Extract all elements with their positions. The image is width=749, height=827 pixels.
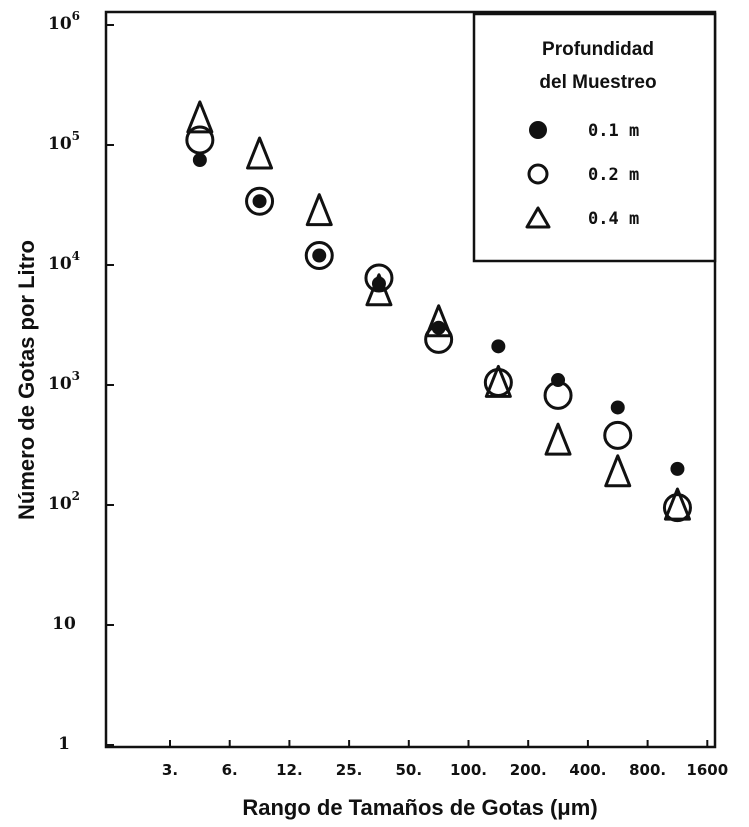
y-tick-label: 105	[48, 129, 80, 154]
legend-marker-filled-circle	[529, 121, 547, 139]
data-point-open-circle	[662, 493, 692, 523]
y-tick-label: 10	[52, 614, 76, 634]
data-point-filled-circle	[371, 276, 386, 291]
y-tick-label: 1	[58, 734, 70, 754]
data-point-filled-circle	[610, 400, 625, 415]
legend-marker-open-circle	[527, 163, 549, 185]
data-point-filled-circle	[670, 461, 685, 476]
x-tick-label: 100.	[450, 761, 487, 779]
legend-marker-open-triangle	[525, 206, 551, 229]
y-axis: 1 10 102 103 104 105 106	[48, 9, 114, 754]
y-tick-label: 106	[48, 9, 80, 34]
data-point-open-triangle	[246, 136, 274, 170]
legend-box	[472, 12, 717, 263]
legend-label: 0.2 m	[588, 165, 639, 185]
x-tick-label: 25.	[336, 761, 363, 779]
plot-area-frame	[104, 10, 717, 749]
y-axis-label: Número de Gotas por Litro	[14, 240, 39, 520]
x-tick-label: 800.	[629, 761, 666, 779]
data-point-open-triangle	[544, 422, 572, 456]
x-tick-label: 1600	[686, 761, 728, 779]
data-point-open-triangle	[305, 193, 333, 227]
x-axis-label: Rango de Tamaños de Gotas (μm)	[242, 795, 597, 820]
series-filled-circle	[192, 152, 685, 476]
data-point-open-triangle	[425, 304, 453, 338]
data-marks	[185, 100, 692, 523]
data-point-open-circle	[483, 367, 513, 397]
data-point-open-triangle	[604, 454, 632, 488]
legend-items: 0.1 m 0.2 m 0.4 m	[525, 121, 639, 229]
data-point-open-triangle	[186, 100, 214, 134]
data-point-filled-circle	[252, 194, 267, 209]
y-tick-label: 103	[48, 369, 80, 394]
x-tick-label: 50.	[396, 761, 423, 779]
data-point-open-circle	[603, 420, 633, 450]
data-point-open-circle	[364, 263, 394, 293]
x-tick-label: 200.	[510, 761, 547, 779]
data-point-filled-circle	[491, 339, 506, 354]
data-point-open-circle	[304, 240, 334, 270]
legend-title-line2: del Muestreo	[539, 72, 656, 93]
legend-title-line1: Profundidad	[542, 39, 654, 60]
y-tick-label: 102	[48, 489, 80, 514]
legend-label: 0.1 m	[588, 121, 639, 141]
data-point-filled-circle	[551, 373, 566, 388]
x-tick-label: 12.	[276, 761, 303, 779]
data-point-filled-circle	[192, 152, 207, 167]
x-tick-label: 3.	[162, 761, 178, 779]
data-point-open-triangle	[663, 487, 691, 521]
data-point-open-circle	[245, 186, 275, 216]
y-tick-label: 104	[48, 249, 80, 274]
x-tick-label: 6.	[222, 761, 238, 779]
x-tick-label: 400.	[569, 761, 606, 779]
data-point-filled-circle	[312, 248, 327, 263]
data-point-filled-circle	[431, 320, 446, 335]
x-axis: 3. 6. 12. 25. 50. 100. 200. 400. 800. 1600	[162, 740, 728, 779]
legend: Profundidad del Muestreo 0.1 m 0.2 m 0.4 m	[472, 12, 717, 263]
legend-label: 0.4 m	[588, 209, 639, 229]
